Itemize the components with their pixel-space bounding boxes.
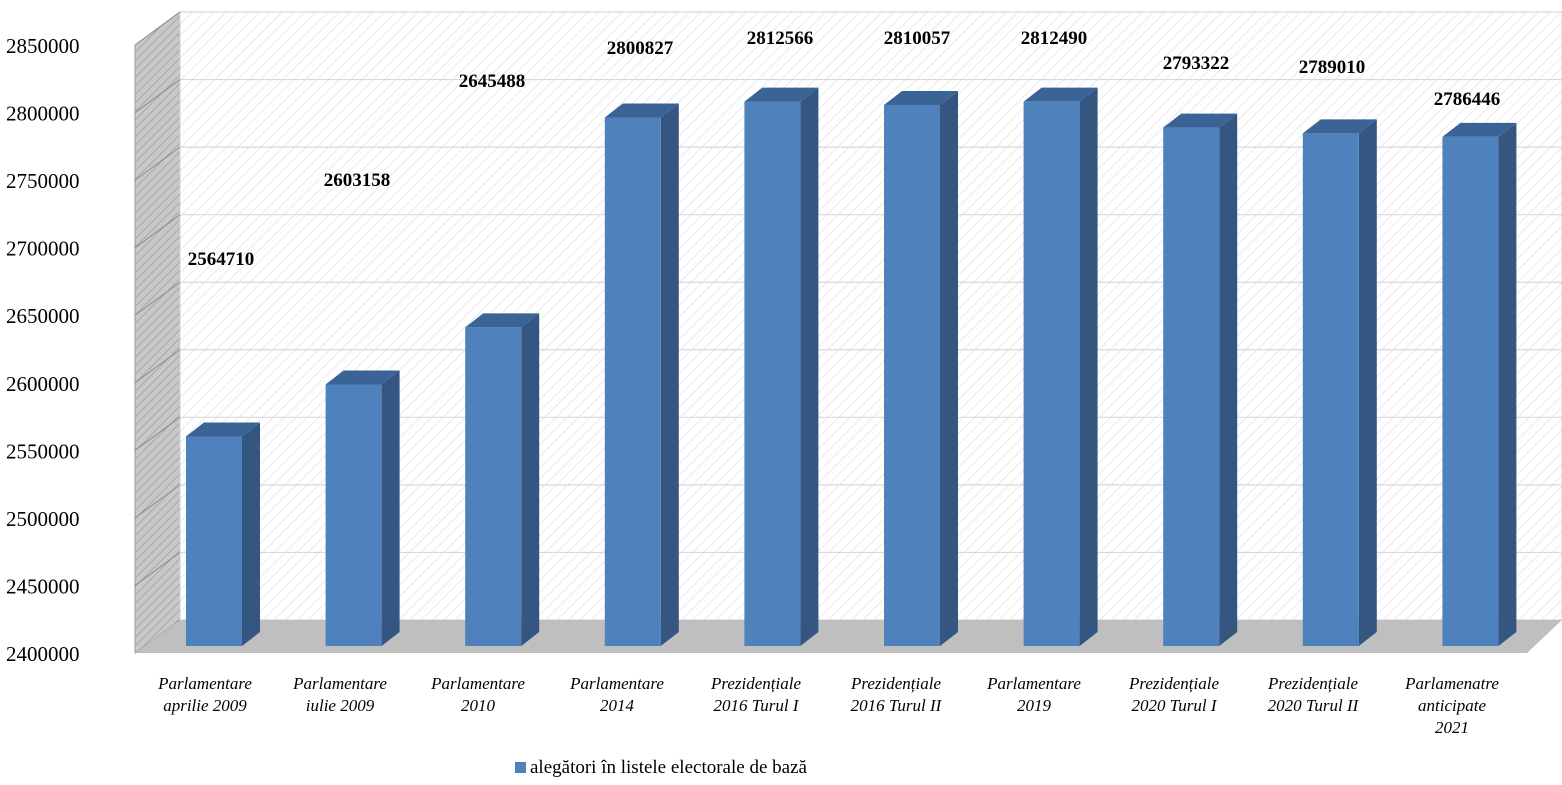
bar-side (940, 90, 958, 647)
bar (884, 90, 958, 647)
data-label: 2603158 (324, 170, 391, 191)
y-tick-label: 2750000 (6, 169, 80, 193)
side-gridline (134, 11, 181, 46)
bar-top (1023, 87, 1098, 102)
data-labels: 2564710 2603158 2645488 2800827 2812566 28100… (188, 28, 1501, 270)
bar-front (1023, 101, 1080, 646)
data-label: 2800827 (607, 38, 674, 59)
bar-front (744, 101, 801, 646)
data-label: 2789010 (1299, 57, 1366, 78)
bar-front (1163, 127, 1220, 647)
bar-side (381, 370, 400, 646)
y-tick-label: 2850000 (6, 34, 80, 58)
bar-front (186, 436, 242, 646)
bar-side (800, 87, 819, 646)
legend-label: alegători în listele electorale de bază (530, 757, 807, 778)
side-gridline (134, 484, 181, 519)
bar-side (1079, 87, 1098, 646)
data-label: 2810057 (884, 28, 951, 49)
y-axis: 2400000 2450000 2500000 2550000 2600000 26500… (6, 34, 80, 666)
bar-side (1219, 113, 1238, 647)
bar (186, 422, 260, 646)
bar-top (325, 370, 400, 385)
bar (1442, 122, 1517, 646)
y-tick-label: 2500000 (6, 507, 80, 531)
bar-side (660, 103, 679, 647)
x-tick-label: Parlamentare 2014 (569, 674, 664, 715)
bar-top (186, 422, 260, 437)
bar-front (1302, 133, 1359, 646)
data-label: 2793322 (1163, 53, 1230, 74)
bar-top (1163, 113, 1238, 128)
data-label: 2812490 (1021, 28, 1088, 49)
bar-side (242, 422, 260, 646)
bar-front (604, 117, 661, 647)
x-tick-label: Prezidențiale 2016 Turul I (710, 674, 801, 715)
y-tick-label: 2800000 (6, 102, 80, 126)
data-label: 2812566 (747, 28, 814, 49)
legend: alegători în listele electorale de bază (515, 757, 807, 778)
x-tick-label: Parlamentare aprilie 2009 (157, 674, 252, 715)
side-gridline (134, 552, 181, 586)
x-axis: Parlamentare aprilie 2009 Parlamentare iuli… (157, 674, 1499, 737)
bar-front (465, 327, 522, 646)
side-gridline (134, 416, 181, 451)
bar (604, 103, 679, 647)
bar-side (521, 313, 540, 646)
bar-side (1498, 122, 1517, 646)
x-tick-label: Prezidențiale 2020 Turul II (1267, 674, 1360, 715)
bar-side (1358, 119, 1377, 646)
legend-swatch (515, 762, 526, 773)
x-tick-label: Parlamenatre anticipate 2021 (1404, 674, 1499, 737)
bar-top (744, 87, 819, 102)
x-tick-label: Parlamentare 2010 (430, 674, 525, 715)
bar (1163, 113, 1238, 647)
bar (325, 370, 400, 646)
bar-front (1442, 136, 1499, 646)
bar-top (604, 103, 679, 118)
y-tick-label: 2450000 (6, 574, 80, 598)
data-label: 2564710 (188, 249, 255, 270)
bar-top (1442, 122, 1517, 137)
bar-top (465, 313, 540, 328)
y-tick-label: 2700000 (6, 237, 80, 261)
data-label: 2786446 (1434, 89, 1501, 110)
side-gridline (134, 349, 181, 384)
bar (1023, 87, 1098, 646)
y-tick-label: 2600000 (6, 372, 80, 396)
bar (744, 87, 819, 646)
bar-top (1302, 119, 1377, 134)
bars (186, 87, 1517, 647)
bar-front (884, 104, 940, 647)
side-gridline (134, 214, 181, 249)
x-tick-label: Parlamentare 2019 (986, 674, 1081, 715)
bar-front (325, 384, 382, 646)
y-tick-label: 2400000 (6, 642, 80, 666)
bar (1302, 119, 1377, 646)
y-tick-label: 2550000 (6, 439, 80, 463)
bar (465, 313, 540, 646)
side-gridline (134, 281, 181, 316)
data-label: 2645488 (459, 71, 526, 92)
bar-top (884, 90, 958, 105)
y-tick-label: 2650000 (6, 304, 80, 328)
side-gridline (134, 146, 181, 181)
x-tick-label: Prezidențiale 2020 Turul I (1128, 674, 1219, 715)
side-gridline (134, 79, 181, 113)
x-tick-label: Parlamentare iulie 2009 (292, 674, 387, 715)
x-tick-label: Prezidențiale 2016 Turul II (850, 674, 943, 715)
